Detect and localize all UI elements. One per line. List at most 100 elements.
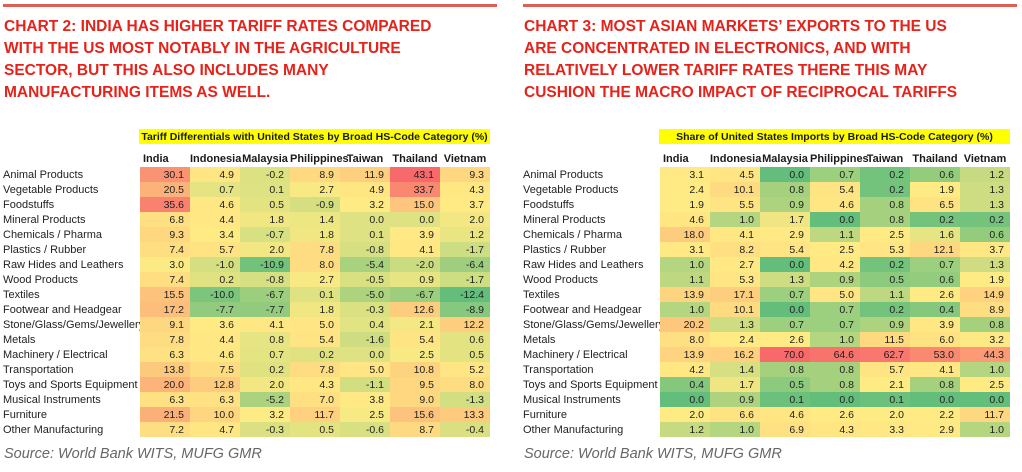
- heatmap-cell: 7.8: [290, 362, 340, 377]
- heatmap-cell: 62.7: [860, 347, 910, 362]
- heatmap-cell: 3.1: [660, 242, 710, 257]
- heatmap-cell: 5.7: [190, 242, 240, 257]
- heatmap-cell: 5.7: [860, 362, 910, 377]
- row-label: Machinery / Electrical: [3, 348, 108, 361]
- table-row: Machinery / Electrical 6.3 4.6 0.7 0.2 0.0 2.5…: [3, 347, 490, 362]
- heatmap-cell: 1.7: [760, 212, 810, 227]
- table-row: Metals 7.8 4.4 0.8 5.4 -1.6 5.4 0.6: [3, 332, 490, 347]
- heatmap-cell: 3.9: [910, 317, 960, 332]
- heatmap-cell: 2.5: [390, 347, 440, 362]
- heatmap-cell: 0.6: [960, 227, 1010, 242]
- heatmap-cell: 2.0: [660, 407, 710, 422]
- heatmap-cell: 35.6: [140, 197, 190, 212]
- heatmap-cell: 0.0: [810, 212, 860, 227]
- heatmap-cell: 3.7: [440, 197, 490, 212]
- heading-line: ARE CONCENTRATED IN ELECTRONICS, AND WIT…: [524, 40, 911, 57]
- heatmap-cell: 7.4: [140, 242, 190, 257]
- heatmap-cell: 30.1: [140, 167, 190, 182]
- column-header-thailand: Thailand: [392, 153, 438, 165]
- heading-line: RELATIVELY LOWER TARIFF RATES THERE THIS…: [524, 62, 928, 79]
- table-row: Animal Products 30.1 4.9 -0.2 8.9 11.9 43.1 9.3: [3, 167, 490, 182]
- heatmap-cell: 2.0: [240, 377, 290, 392]
- table-row: Musical Instruments 6.3 6.3 -5.2 7.0 3.8 9.0 -1…: [3, 392, 490, 407]
- heatmap-cell: 15.6: [390, 407, 440, 422]
- heatmap-cell: 3.2: [960, 332, 1010, 347]
- heatmap-cell: 1.3: [960, 197, 1010, 212]
- heatmap-cell: 0.1: [860, 392, 910, 407]
- heatmap-cell: 5.0: [340, 362, 390, 377]
- heatmap-cell: -1.3: [440, 392, 490, 407]
- column-header-malaysia: Malaysia: [242, 153, 288, 165]
- heatmap-cell: 0.2: [860, 182, 910, 197]
- row-label: Musical Instruments: [3, 393, 101, 406]
- heatmap-cell: 5.5: [710, 197, 760, 212]
- heading-line: MANUFACTURING ITEMS AS WELL.: [4, 84, 271, 101]
- row-label: Transportation: [3, 363, 74, 376]
- heatmap-cell: 10.8: [390, 362, 440, 377]
- heatmap-cell: 11.9: [340, 167, 390, 182]
- row-label: Stone/Glass/Gems/Jewellery: [3, 318, 140, 331]
- heatmap-cell: -0.5: [340, 272, 390, 287]
- heatmap-cell: 4.2: [810, 257, 860, 272]
- heatmap-cell: 64.6: [810, 347, 860, 362]
- row-label: Footwear and Headgear: [3, 303, 122, 316]
- heatmap-cell: 44.3: [960, 347, 1010, 362]
- heatmap-cell: 1.3: [760, 272, 810, 287]
- heatmap-cell: 0.8: [810, 362, 860, 377]
- report-page: CHART 2: INDIA HAS HIGHER TARIFF RATES C…: [3, 4, 1017, 462]
- table-row: Other Manufacturing 1.2 1.0 6.9 4.3 3.3 2.9 1.0: [523, 422, 1010, 437]
- heatmap-cell: 4.6: [660, 212, 710, 227]
- heatmap-cell: 7.2: [140, 422, 190, 437]
- heatmap-cell: 8.0: [440, 377, 490, 392]
- chart3-source-note: Source: World Bank WITS, MUFG GMR: [524, 446, 782, 462]
- heatmap-cell: 1.1: [810, 227, 860, 242]
- heatmap-cell: 4.9: [340, 182, 390, 197]
- heatmap-cell: 4.1: [910, 362, 960, 377]
- row-label: Toys and Sports Equipment: [523, 378, 658, 391]
- heatmap-cell: 6.5: [910, 197, 960, 212]
- heatmap-cell: 0.5: [290, 422, 340, 437]
- row-label: Transportation: [523, 363, 594, 376]
- heatmap-cell: 7.4: [140, 272, 190, 287]
- heatmap-cell: 0.0: [960, 392, 1010, 407]
- heatmap-cell: 2.6: [910, 287, 960, 302]
- heatmap-cell: 15.0: [390, 197, 440, 212]
- heatmap-cell: 0.4: [910, 302, 960, 317]
- heading-line: CUSHION THE MACRO IMPACT OF RECIPROCAL T…: [524, 84, 958, 101]
- chart2-table-area: Tariff Differentials with United States …: [3, 129, 497, 437]
- heatmap-cell: 2.0: [860, 407, 910, 422]
- heatmap-cell: 13.8: [140, 362, 190, 377]
- heatmap-cell: 0.0: [340, 347, 390, 362]
- heatmap-cell: 5.4: [290, 332, 340, 347]
- heatmap-cell: 6.6: [710, 407, 760, 422]
- heading-line: CHART 3: MOST ASIAN MARKETS’ EXPORTS TO …: [524, 18, 947, 35]
- heatmap-cell: 0.7: [810, 302, 860, 317]
- heatmap-cell: 8.9: [960, 302, 1010, 317]
- heatmap-cell: 2.9: [760, 227, 810, 242]
- heatmap-cell: 1.3: [960, 182, 1010, 197]
- heatmap-cell: 0.0: [760, 302, 810, 317]
- heatmap-cell: 1.1: [860, 287, 910, 302]
- heatmap-cell: 0.2: [860, 167, 910, 182]
- chart3-table-area: Share of United States Imports by Broad …: [523, 129, 1017, 437]
- heatmap-cell: 9.1: [140, 317, 190, 332]
- heatmap-cell: 1.4: [290, 212, 340, 227]
- row-label: Mineral Products: [523, 213, 606, 226]
- chart3-table-title: Share of United States Imports by Broad …: [659, 129, 1010, 144]
- heatmap-cell: 1.0: [710, 422, 760, 437]
- table-row: Musical Instruments 0.0 0.9 0.1 0.0 0.1 0.0 0.0: [523, 392, 1010, 407]
- heatmap-cell: 0.8: [860, 197, 910, 212]
- heatmap-cell: 4.3: [440, 182, 490, 197]
- heatmap-cell: -2.0: [390, 257, 440, 272]
- heatmap-cell: 2.5: [810, 242, 860, 257]
- heatmap-cell: 1.0: [660, 302, 710, 317]
- heatmap-cell: 7.0: [290, 392, 340, 407]
- heatmap-cell: 3.6: [190, 317, 240, 332]
- heatmap-cell: 4.6: [190, 197, 240, 212]
- heatmap-cell: 3.4: [190, 227, 240, 242]
- heatmap-cell: 11.7: [960, 407, 1010, 422]
- table-row: Chemicals / Pharma 9.3 3.4 -0.7 1.8 0.1 3.9 1.2: [3, 227, 490, 242]
- chart2-heading: CHART 2: INDIA HAS HIGHER TARIFF RATES C…: [4, 16, 497, 104]
- table-row: Textiles 13.9 17.1 0.7 5.0 1.1 2.6 14.9: [523, 287, 1010, 302]
- heatmap-cell: 0.8: [240, 332, 290, 347]
